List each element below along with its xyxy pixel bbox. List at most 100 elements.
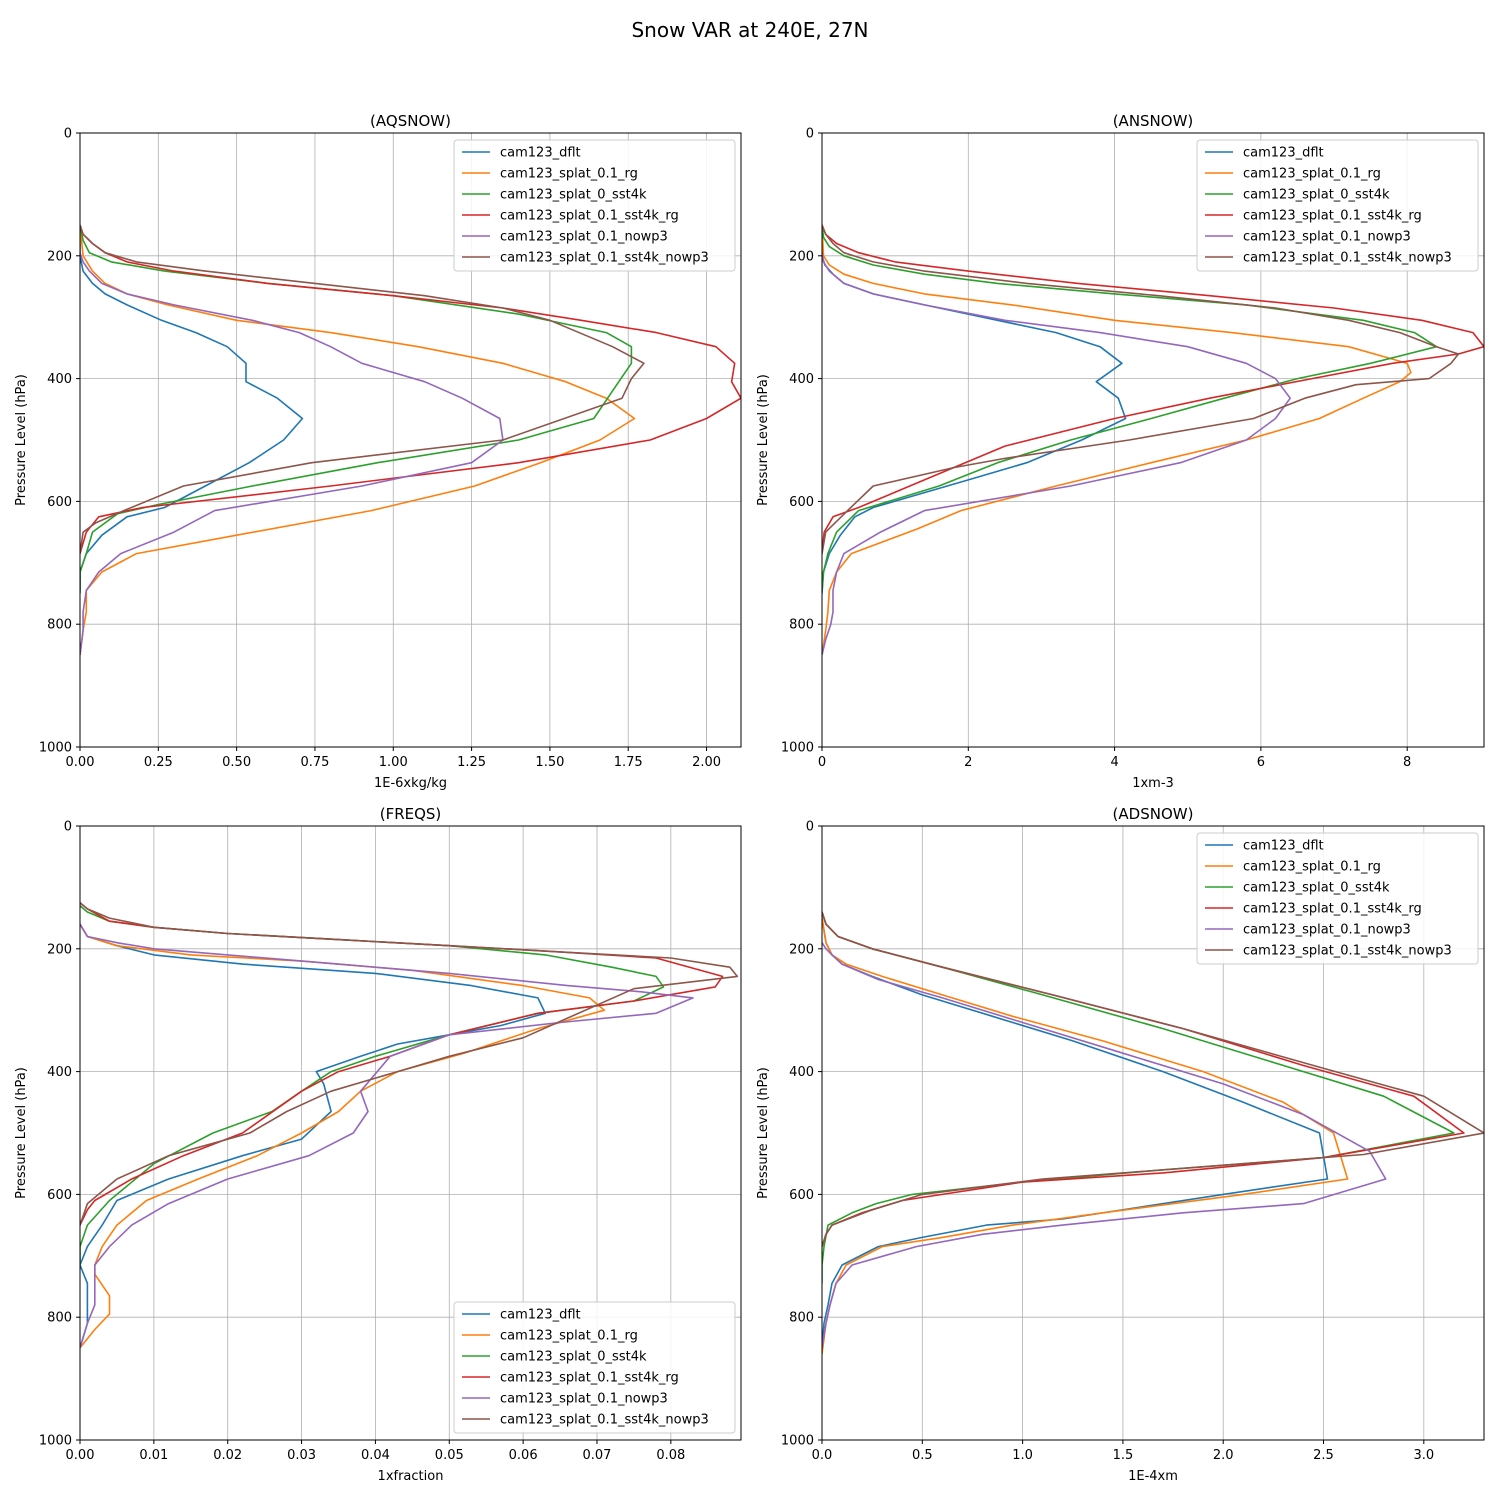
panel-title: (FREQS) xyxy=(380,805,442,823)
series-line-cam123_splat_0.1_sst4k_nowp3 xyxy=(822,911,1484,1247)
x-tick-label: 6 xyxy=(1257,755,1265,770)
x-tick-label: 0.00 xyxy=(66,755,95,770)
series-line-cam123_splat_0.1_nowp3 xyxy=(80,252,504,656)
x-tick-label: 1.75 xyxy=(614,755,643,770)
y-tick-label: 600 xyxy=(789,1188,814,1203)
legend-box xyxy=(1196,832,1479,965)
chart-panel-1: 0.00 0.25 0.50 0.75 1.00 1.25 1.50 1.75 2.00 0 200… xyxy=(14,112,742,791)
x-tick-label: 3.0 xyxy=(1413,1448,1434,1463)
x-tick-label: 0.04 xyxy=(361,1448,390,1463)
legend-box xyxy=(1196,139,1479,272)
series-line-cam123_splat_0.1_sst4k_nowp3 xyxy=(80,902,739,1226)
x-tick-label: 4 xyxy=(1110,755,1118,770)
series-line-cam123_splat_0.1_sst4k_nowp3 xyxy=(822,224,1460,554)
legend-box xyxy=(453,1301,736,1434)
x-tick-label: 0.00 xyxy=(66,1448,95,1463)
x-axis-label: 1E-6xkg/kg xyxy=(374,776,447,791)
y-tick-label: 800 xyxy=(789,618,814,633)
series-line-cam123_splat_0.1_nowp3 xyxy=(822,942,1387,1349)
legend-entry: cam123_splat_0.1_nowp3 xyxy=(1243,923,1411,938)
series-line-cam123_splat_0.1_rg xyxy=(822,225,1412,656)
y-tick-label: 1000 xyxy=(781,1434,814,1449)
x-tick-label: 0.07 xyxy=(583,1448,612,1463)
legend-entry: cam123_splat_0.1_rg xyxy=(1243,860,1381,875)
legend-entry: cam123_splat_0.1_nowp3 xyxy=(500,1392,668,1407)
x-tick-label: 1.00 xyxy=(379,755,408,770)
series-line-cam123_dflt xyxy=(822,917,1329,1348)
series-line-cam123_splat_0.1_nowp3 xyxy=(822,252,1291,656)
y-tick-label: 0 xyxy=(64,127,72,142)
legend-entry: cam123_splat_0.1_rg xyxy=(1243,167,1381,182)
axes-frame xyxy=(79,825,742,1441)
legend-entry: cam123_splat_0.1_rg xyxy=(500,1329,638,1344)
series-line-cam123_splat_0.1_rg xyxy=(822,917,1349,1355)
chart-panel-2: 0 2 4 6 8 0 200 400 600 800 1000 (ANSNOW) 1xm-3 Press… xyxy=(756,112,1485,791)
x-tick-label: 0.03 xyxy=(287,1448,316,1463)
series-line-cam123_dflt xyxy=(80,923,547,1349)
legend-box xyxy=(453,139,736,272)
x-tick-label: 2.00 xyxy=(692,755,721,770)
chart-panels: 0.00 0.25 0.50 0.75 1.00 1.25 1.50 1.75 2.000200… xyxy=(14,112,1485,1484)
x-tick-label: 0.06 xyxy=(509,1448,538,1463)
x-tick-label: 0 xyxy=(818,755,826,770)
y-tick-label: 0 xyxy=(64,820,72,835)
y-tick-label: 0 xyxy=(806,820,814,835)
x-tick-label: 0.08 xyxy=(656,1448,685,1463)
x-axis-label: 1xm-3 xyxy=(1132,776,1174,791)
y-tick-label: 200 xyxy=(47,249,72,264)
legend-entry: cam123_splat_0.1_sst4k_nowp3 xyxy=(1243,944,1452,959)
chart-panel-3: 0.00 0.01 0.02 0.03 0.04 0.05 0.06 0.07 0.08 0 200… xyxy=(14,805,742,1484)
x-tick-label: 1.5 xyxy=(1113,1448,1134,1463)
chart-panel-4: 0.0 0.5 1.0 1.5 2.0 2.5 3.0 0 200 400 600 800 1000 (A… xyxy=(756,805,1485,1484)
x-tick-label: 8 xyxy=(1403,755,1411,770)
y-tick-label: 400 xyxy=(47,372,72,387)
y-tick-label: 1000 xyxy=(39,1434,72,1449)
y-tick-label: 200 xyxy=(789,942,814,957)
panel-title: (ANSNOW) xyxy=(1113,112,1194,130)
legend-entry: cam123_splat_0.1_nowp3 xyxy=(1243,230,1411,245)
series-line-cam123_splat_0.1_rg xyxy=(80,225,636,656)
panel-title: (AQSNOW) xyxy=(370,112,451,130)
y-tick-label: 800 xyxy=(789,1311,814,1326)
legend: cam123_dflt cam123_splat_0.1_rg cam123_spl… xyxy=(1196,139,1479,272)
legend: cam123_dflt cam123_splat_0.1_rg cam123_spl… xyxy=(453,1301,736,1434)
y-tick-label: 400 xyxy=(789,372,814,387)
series-group xyxy=(80,902,739,1349)
series-line-cam123_dflt xyxy=(80,225,304,594)
y-tick-label: 600 xyxy=(47,495,72,510)
y-tick-label: 1000 xyxy=(781,741,814,756)
series-group xyxy=(822,224,1484,656)
x-tick-label: 0.05 xyxy=(435,1448,464,1463)
y-tick-label: 600 xyxy=(789,495,814,510)
y-tick-label: 200 xyxy=(789,249,814,264)
x-tick-label: 1.50 xyxy=(535,755,564,770)
series-line-cam123_splat_0.1_sst4k_nowp3 xyxy=(80,224,645,554)
x-tick-label: 0.0 xyxy=(812,1448,833,1463)
x-tick-label: 0.25 xyxy=(144,755,173,770)
axes-frame xyxy=(821,825,1485,1441)
legend-entry: cam123_dflt xyxy=(500,146,581,161)
x-tick-label: 0.50 xyxy=(222,755,251,770)
legend-entry: cam123_splat_0.1_sst4k_nowp3 xyxy=(1243,251,1452,266)
y-tick-label: 0 xyxy=(806,127,814,142)
x-tick-label: 2 xyxy=(964,755,972,770)
legend-entry: cam123_splat_0.1_rg xyxy=(500,167,638,182)
axes-frame xyxy=(79,132,742,748)
axes-frame xyxy=(821,132,1485,748)
series-line-cam123_splat_0_sst4k xyxy=(80,224,633,591)
series-line-cam123_splat_0.1_sst4k_rg xyxy=(822,224,1484,554)
legend-entry: cam123_splat_0.1_sst4k_rg xyxy=(500,209,679,224)
legend-entry: cam123_splat_0.1_sst4k_rg xyxy=(500,1371,679,1386)
legend-entry: cam123_splat_0.1_sst4k_nowp3 xyxy=(500,1413,709,1428)
y-tick-label: 200 xyxy=(47,942,72,957)
legend: cam123_dflt cam123_splat_0.1_rg cam123_spl… xyxy=(1196,832,1479,965)
legend-entry: cam123_dflt xyxy=(500,1308,581,1323)
legend-entry: cam123_splat_0_sst4k xyxy=(500,188,647,203)
legend-entry: cam123_splat_0_sst4k xyxy=(1243,881,1390,896)
legend-entry: cam123_dflt xyxy=(1243,146,1324,161)
y-tick-label: 400 xyxy=(789,1065,814,1080)
x-axis-label: 1E-4xm xyxy=(1128,1469,1178,1484)
y-tick-label: 800 xyxy=(47,618,72,633)
y-axis-label: Pressure Level (hPa) xyxy=(756,1067,771,1199)
